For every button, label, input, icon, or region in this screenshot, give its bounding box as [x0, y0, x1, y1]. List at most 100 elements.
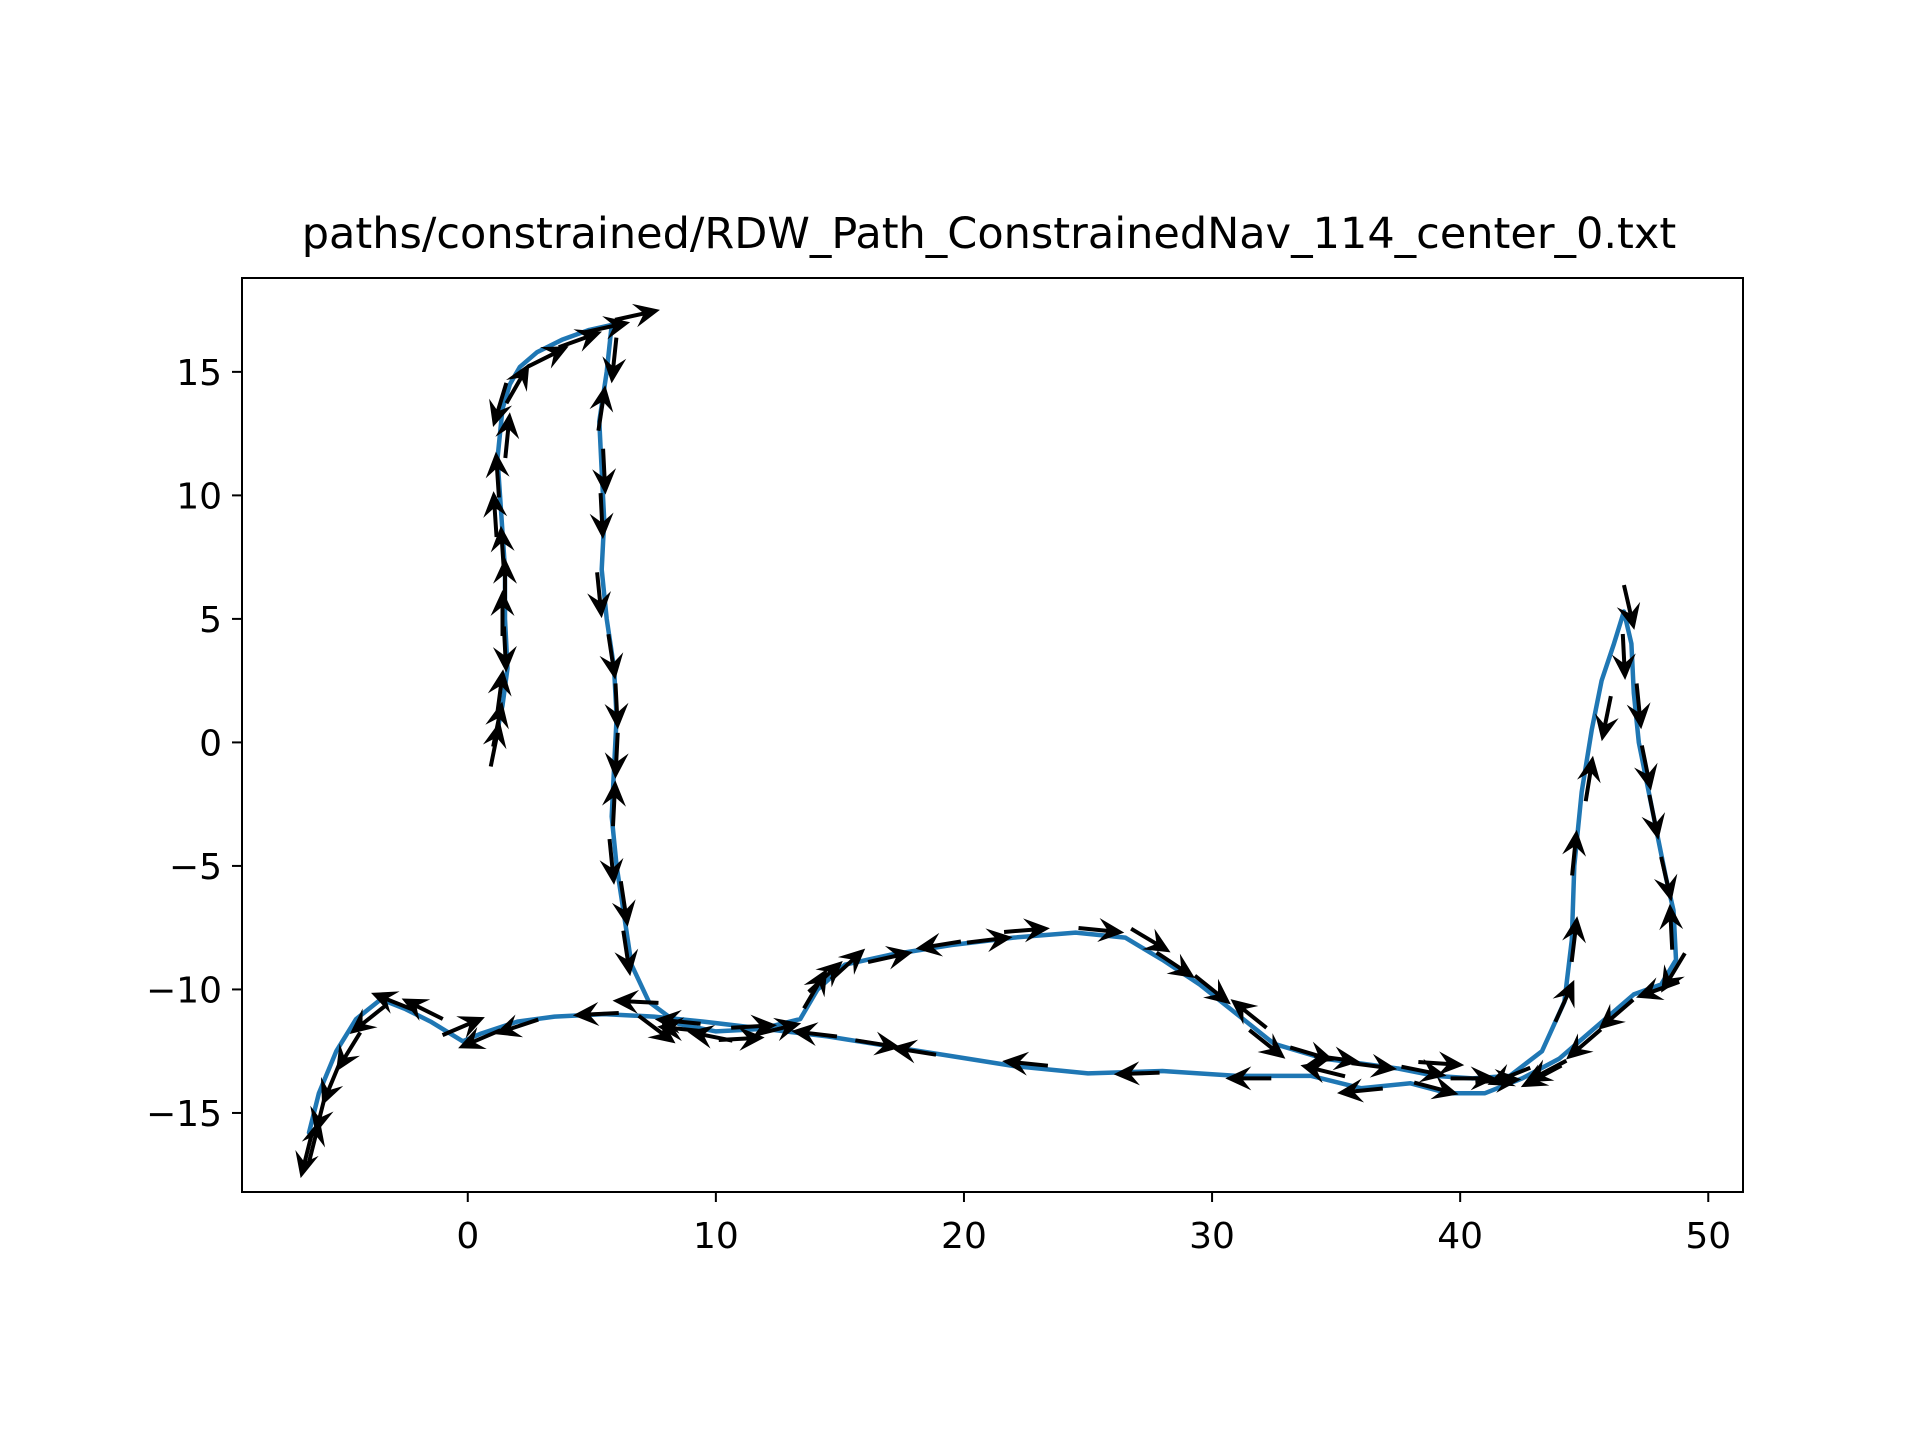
y-tick-label: 15	[176, 353, 222, 394]
quiver-arrow	[1337, 1078, 1383, 1103]
quiver-arrow	[495, 412, 520, 459]
quiver-arrow	[1562, 916, 1586, 963]
quiver-arrow	[611, 880, 636, 927]
quiver-arrow	[490, 590, 515, 636]
quiver-arrow	[1659, 903, 1684, 950]
quiver-arrow	[1248, 1028, 1286, 1059]
quiver-arrow	[589, 385, 614, 431]
quiver-arrow	[1130, 926, 1171, 953]
x-axis: 0 10 20 30 40 50	[456, 1192, 1731, 1257]
x-tick-label: 10	[693, 1216, 739, 1257]
quiver-arrow	[1616, 584, 1641, 630]
quiver-arrow	[1230, 999, 1268, 1030]
x-tick-label: 20	[941, 1216, 987, 1257]
quiver-arrow	[1002, 1051, 1049, 1076]
quiver-arrow	[1113, 1061, 1160, 1086]
x-tick-label: 30	[1189, 1216, 1235, 1257]
quiver-arrow	[558, 329, 602, 352]
quiver-arrow	[401, 998, 444, 1021]
quiver-arrow	[485, 451, 510, 498]
quiver-arrow	[589, 493, 614, 540]
quiver-arrow	[966, 928, 1013, 953]
quiver-arrow	[855, 1031, 901, 1056]
quiver-arrow	[687, 1025, 733, 1049]
quiver-arrow	[1401, 1058, 1447, 1083]
quiver-arrow	[1351, 1053, 1398, 1078]
quiver-arrow	[493, 557, 517, 604]
quiver-arrow	[807, 960, 843, 994]
quiver-arrow	[599, 838, 624, 885]
quiver-arrow	[592, 448, 617, 495]
quiver-arrow	[1475, 1068, 1522, 1093]
quiver-arrow	[614, 930, 639, 977]
quiver-arrow	[1653, 856, 1678, 902]
y-tick-label: 5	[199, 600, 222, 641]
quiver-arrow	[637, 1014, 676, 1044]
quiver-arrow	[791, 1022, 838, 1047]
quiver-arrow	[1598, 998, 1635, 1030]
quiver-arrow	[487, 669, 512, 716]
quiver-arrow	[441, 1016, 485, 1039]
quiver-arrow	[1314, 1046, 1360, 1071]
quiver-arrow	[492, 626, 517, 673]
quiver-arrow	[572, 1002, 619, 1026]
quiver-arrow	[295, 1133, 319, 1179]
quiver-arrow	[1225, 1066, 1272, 1091]
quiver-arrow	[1562, 829, 1587, 876]
quiver-arrow	[718, 1026, 765, 1051]
y-tick-label: −15	[146, 1094, 222, 1135]
quiver-arrow	[1626, 683, 1651, 730]
quiver-arrow	[602, 780, 626, 827]
quiver-arrow	[654, 1009, 701, 1034]
plot-frame	[241, 277, 1744, 1193]
quiver-arrow	[458, 1026, 502, 1050]
x-tick-label: 0	[456, 1216, 479, 1257]
quiver-arrow	[584, 316, 631, 340]
quiver-arrow	[1641, 794, 1666, 841]
quiver-arrow	[1078, 918, 1125, 942]
quiver-arrow	[1525, 1058, 1568, 1083]
quiver-arrow	[1566, 1027, 1603, 1060]
y-tick-label: −5	[169, 847, 222, 888]
quiver-arrow	[1418, 1051, 1465, 1076]
quiver-arrow	[301, 1119, 326, 1165]
arrow-layer	[295, 303, 1687, 1179]
chart-title: paths/constrained/RDW_Path_ConstrainedNa…	[302, 209, 1676, 259]
quiver-arrow	[1003, 918, 1050, 943]
quiver-arrow	[1661, 952, 1687, 993]
quiver-arrow	[349, 1003, 387, 1035]
quiver-arrow	[494, 1014, 539, 1038]
quiver-arrow	[1520, 1063, 1563, 1088]
x-tick-label: 50	[1685, 1216, 1731, 1257]
y-tick-label: 0	[199, 723, 222, 764]
quiver-arrow	[915, 932, 962, 957]
plot-area	[295, 303, 1687, 1179]
quiver-arrow	[756, 1017, 802, 1042]
y-tick-label: −10	[146, 970, 222, 1011]
quiver-arrow	[489, 382, 513, 427]
quiver-arrow	[485, 701, 509, 748]
quiver-arrow	[602, 337, 627, 384]
quiver-arrow	[1577, 755, 1601, 802]
quiver-arrow	[490, 525, 515, 572]
quiver-arrow	[371, 991, 415, 1014]
quiver-arrow	[1552, 979, 1575, 1023]
quiver-arrow	[1634, 745, 1658, 791]
quiver-arrow	[526, 346, 569, 369]
quiver-arrow	[1413, 1076, 1459, 1100]
x-tick-label: 40	[1437, 1216, 1483, 1257]
quiver-arrow	[1155, 950, 1195, 978]
quiver-arrow	[1300, 1059, 1346, 1084]
quiver-arrow	[604, 683, 629, 730]
quiver-arrow	[504, 363, 530, 405]
quiver-arrow	[604, 732, 629, 779]
quiver-arrow	[890, 1039, 937, 1064]
quiver-arrow	[483, 491, 508, 538]
quiver-arrow	[599, 633, 624, 680]
quiver-arrow	[829, 948, 866, 981]
quiver-arrow	[731, 1014, 778, 1039]
quiver-arrow	[587, 572, 612, 619]
quiver-arrow	[612, 989, 659, 1014]
quiver-arrow	[310, 1088, 334, 1134]
